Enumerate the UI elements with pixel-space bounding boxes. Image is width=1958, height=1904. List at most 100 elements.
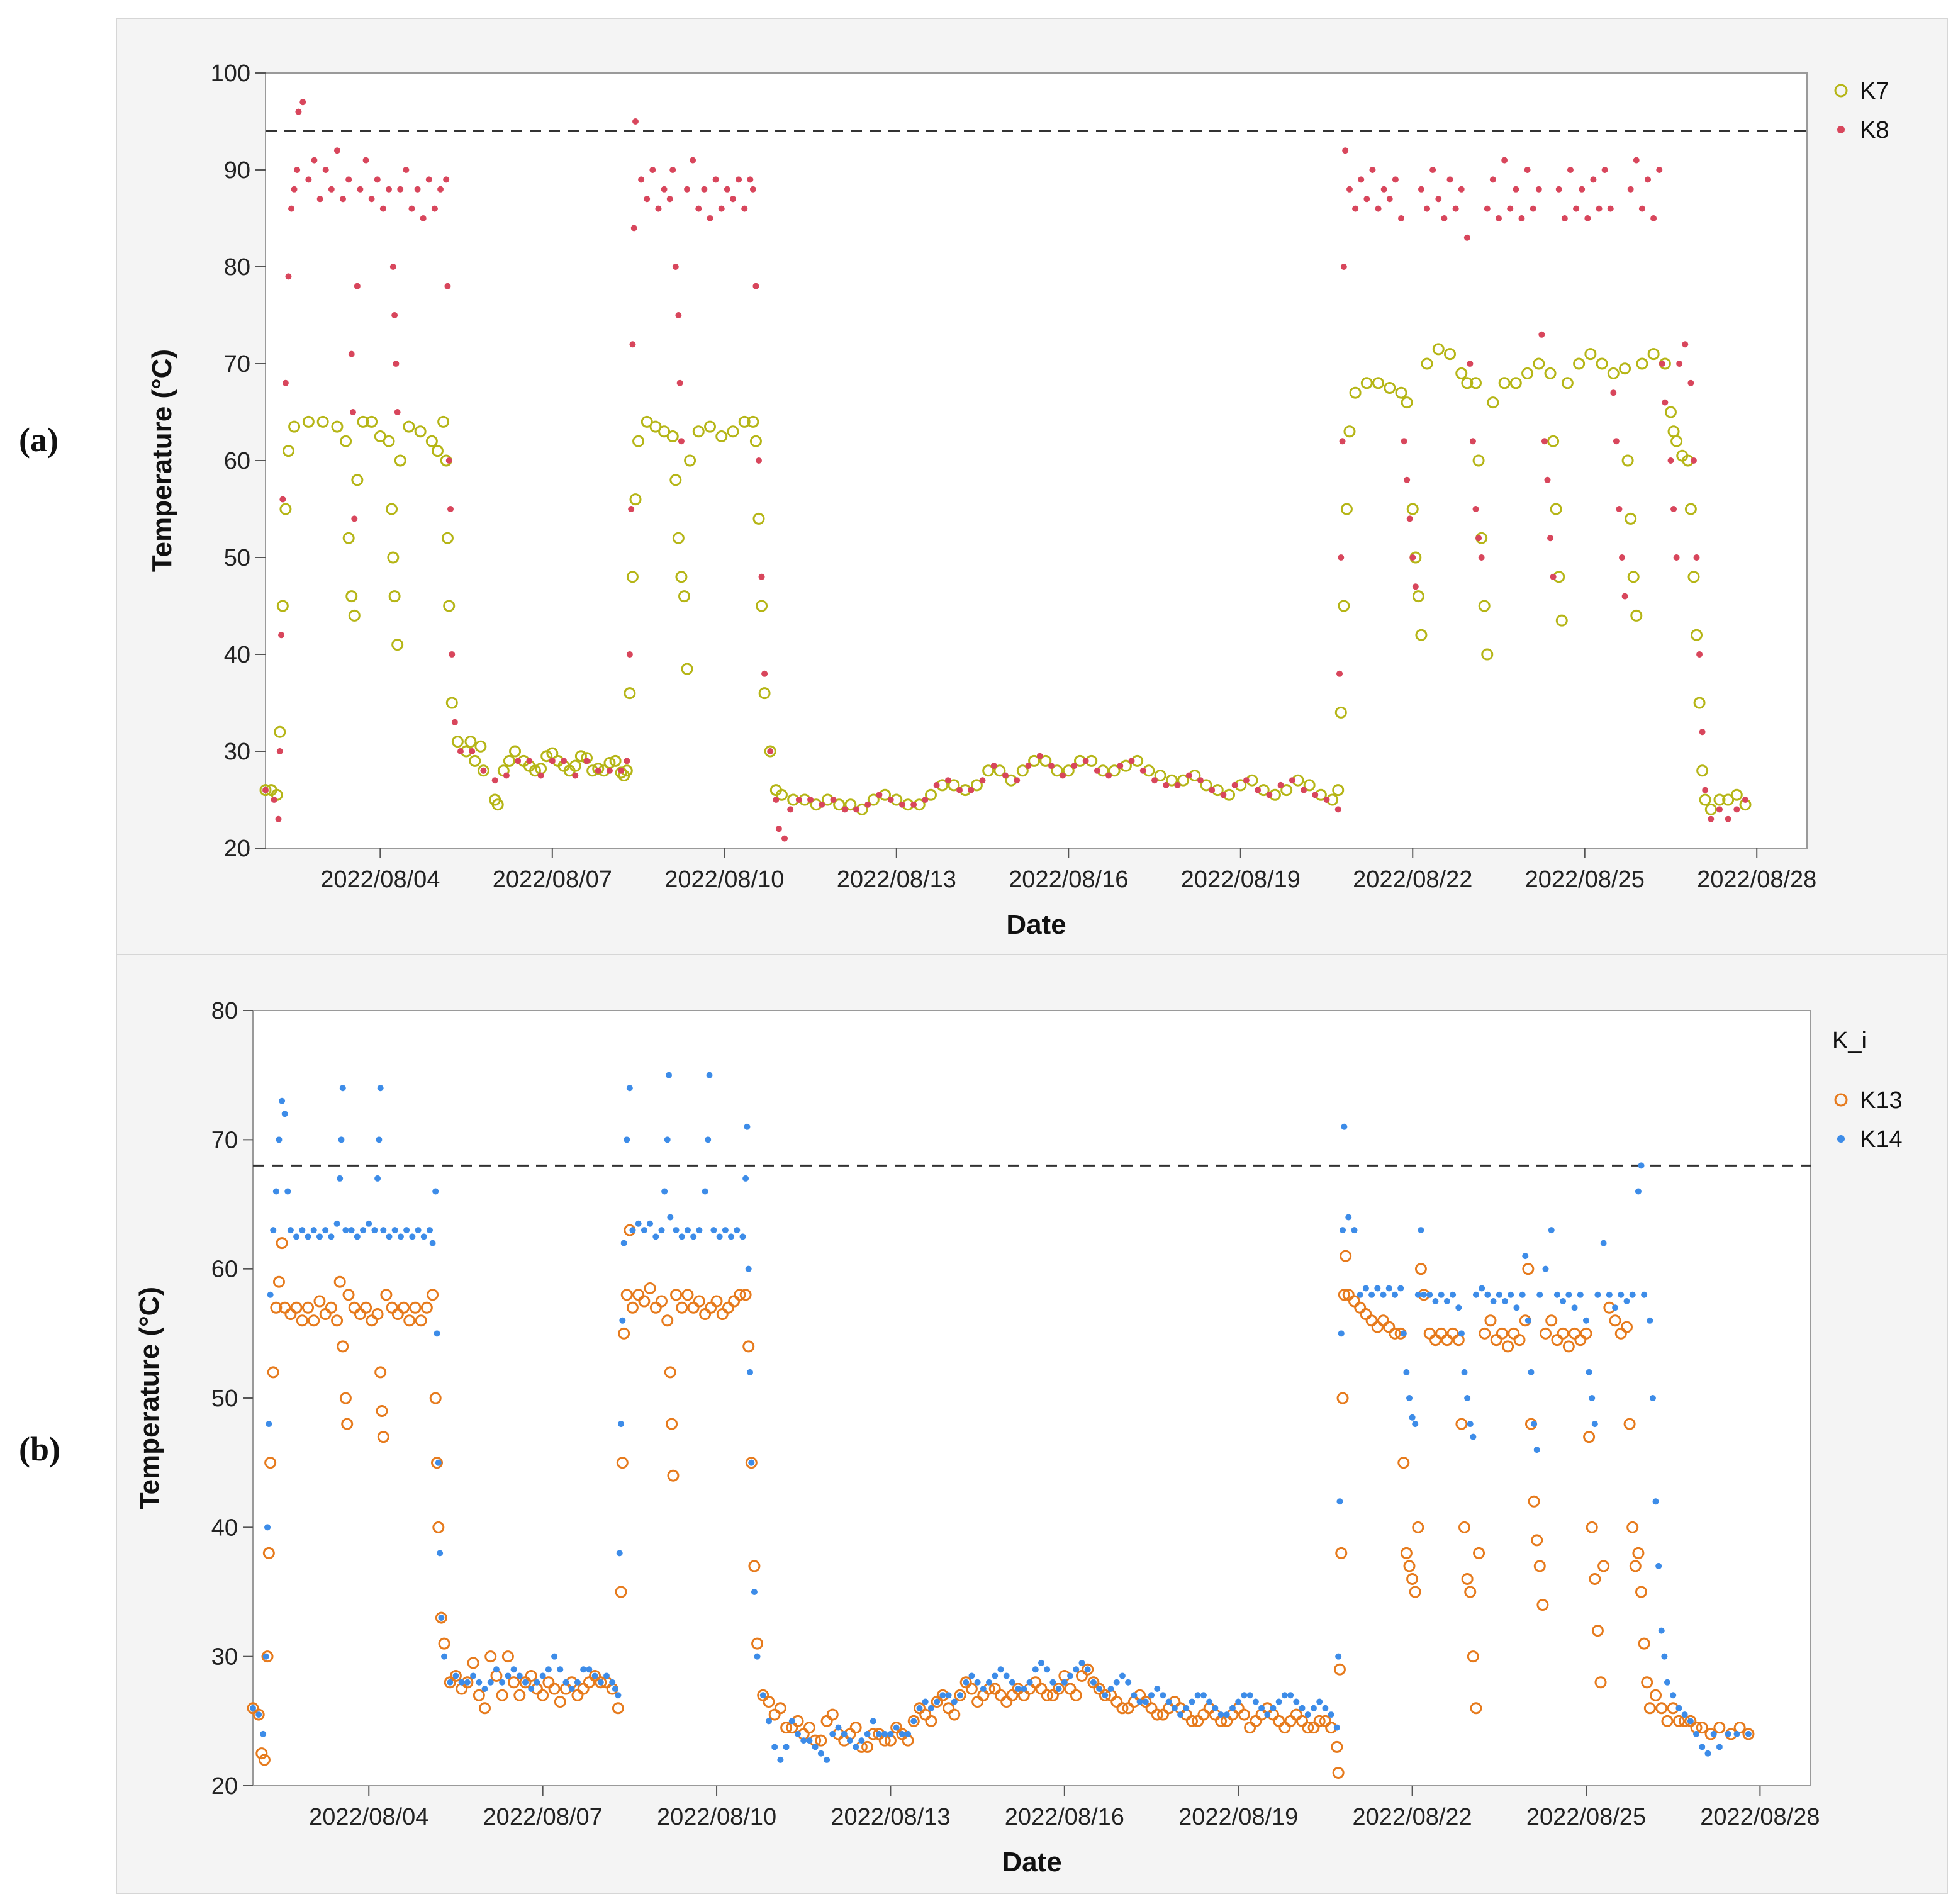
data-point bbox=[299, 99, 306, 106]
data-point bbox=[767, 748, 774, 754]
data-point bbox=[658, 1227, 665, 1234]
data-point bbox=[968, 1672, 975, 1679]
x-tick-label: 2022/08/07 bbox=[493, 866, 612, 893]
data-point bbox=[1645, 176, 1652, 183]
data-point bbox=[612, 1702, 624, 1715]
data-point bbox=[1078, 1659, 1085, 1666]
data-point bbox=[1293, 1698, 1300, 1705]
data-point bbox=[1275, 1698, 1282, 1705]
data-point bbox=[1636, 357, 1648, 370]
data-point bbox=[806, 1737, 813, 1744]
data-point bbox=[1406, 1572, 1419, 1585]
data-point bbox=[729, 196, 736, 203]
data-point bbox=[1623, 1298, 1630, 1304]
plot-area bbox=[265, 72, 1808, 849]
data-point bbox=[1733, 1722, 1746, 1734]
data-point bbox=[1403, 1560, 1416, 1572]
data-point bbox=[271, 797, 277, 803]
data-point bbox=[1400, 1547, 1413, 1559]
data-point bbox=[1334, 706, 1347, 719]
data-point bbox=[397, 1233, 404, 1240]
data-point bbox=[1340, 1227, 1346, 1234]
data-point bbox=[1107, 1686, 1114, 1692]
data-point bbox=[445, 697, 458, 709]
data-point bbox=[562, 1679, 569, 1686]
data-point bbox=[279, 1097, 286, 1104]
data-point bbox=[1638, 1637, 1650, 1650]
data-point bbox=[333, 1275, 346, 1288]
data-point bbox=[389, 264, 396, 270]
data-point bbox=[1415, 629, 1428, 641]
data-point bbox=[255, 1711, 262, 1718]
data-point bbox=[252, 1708, 265, 1721]
data-point bbox=[1478, 600, 1491, 612]
data-point bbox=[427, 1289, 439, 1301]
data-point bbox=[1229, 1705, 1236, 1711]
data-point bbox=[980, 1686, 987, 1692]
data-point bbox=[1641, 1291, 1648, 1298]
data-point bbox=[669, 167, 676, 173]
data-point bbox=[394, 409, 401, 415]
data-point bbox=[1501, 157, 1508, 164]
panel-label-b: (b) bbox=[19, 1430, 60, 1468]
data-point bbox=[1113, 1679, 1120, 1686]
data-point bbox=[1119, 1672, 1126, 1679]
data-point bbox=[580, 1666, 587, 1673]
data-point bbox=[1557, 1327, 1569, 1340]
data-point bbox=[1742, 1728, 1755, 1740]
data-point bbox=[503, 772, 510, 779]
data-point bbox=[487, 1679, 494, 1686]
data-point bbox=[264, 1524, 271, 1531]
data-point bbox=[441, 1653, 448, 1660]
y-tick-label: 30 bbox=[211, 1644, 238, 1671]
data-point bbox=[1362, 1285, 1369, 1292]
data-point bbox=[1258, 1705, 1265, 1711]
data-point bbox=[1484, 1314, 1497, 1327]
data-point bbox=[620, 1240, 627, 1246]
panel-label-a: (a) bbox=[19, 421, 59, 459]
data-point bbox=[982, 764, 995, 777]
data-point bbox=[710, 1227, 717, 1234]
data-point bbox=[1345, 1214, 1352, 1221]
data-point bbox=[1446, 176, 1453, 183]
data-point bbox=[652, 1233, 659, 1240]
data-point bbox=[1479, 1327, 1491, 1340]
data-point bbox=[394, 454, 406, 467]
data-point bbox=[262, 1547, 275, 1559]
data-point bbox=[624, 758, 630, 764]
data-point bbox=[841, 806, 848, 813]
data-point bbox=[484, 1650, 497, 1663]
data-point bbox=[1409, 1414, 1416, 1421]
data-point bbox=[431, 205, 438, 212]
data-point bbox=[1687, 379, 1694, 386]
data-point bbox=[939, 1692, 946, 1699]
data-point bbox=[469, 754, 481, 767]
data-point bbox=[1528, 1369, 1535, 1375]
data-point bbox=[1533, 1560, 1546, 1572]
data-point bbox=[887, 797, 894, 803]
data-point bbox=[1470, 377, 1482, 389]
data-point bbox=[1186, 1715, 1199, 1727]
data-point bbox=[693, 1295, 705, 1308]
data-point bbox=[925, 1715, 937, 1727]
data-point bbox=[678, 1233, 685, 1240]
data-point bbox=[302, 415, 315, 428]
data-point bbox=[749, 435, 762, 447]
data-point bbox=[1452, 1334, 1465, 1347]
data-point bbox=[963, 1679, 970, 1686]
data-point bbox=[1502, 1298, 1509, 1304]
data-point bbox=[1716, 1744, 1723, 1750]
data-point bbox=[429, 1392, 442, 1404]
data-point bbox=[1555, 186, 1562, 193]
data-point bbox=[1699, 1744, 1706, 1750]
data-point bbox=[272, 1188, 279, 1195]
data-point bbox=[1487, 396, 1499, 409]
data-point bbox=[1647, 1317, 1653, 1324]
data-point bbox=[1540, 1327, 1552, 1340]
data-point bbox=[1618, 1291, 1625, 1298]
data-point bbox=[1406, 1395, 1413, 1401]
data-point bbox=[616, 1550, 623, 1557]
data-point bbox=[1316, 1698, 1323, 1705]
data-point bbox=[272, 1275, 285, 1288]
data-point bbox=[638, 176, 645, 183]
